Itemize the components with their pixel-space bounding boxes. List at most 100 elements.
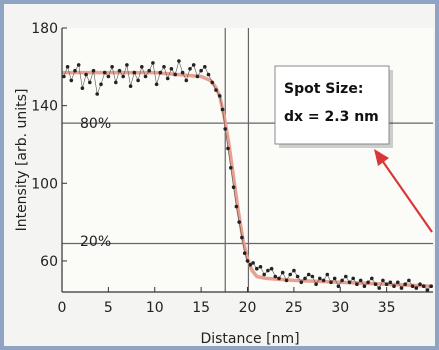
data-point (195, 74, 200, 79)
data-point (310, 274, 315, 279)
y-tick-label: 180 (31, 21, 58, 37)
data-point (184, 78, 189, 83)
data-point (284, 278, 289, 283)
data-point (237, 220, 241, 224)
data-point (191, 63, 196, 67)
data-point (358, 278, 363, 283)
data-point (121, 74, 125, 79)
x-tick-label: 30 (331, 300, 349, 316)
x-tick-label: 20 (239, 300, 257, 316)
data-point (295, 274, 300, 279)
x-tick-label: 10 (146, 300, 164, 316)
data-point (188, 67, 192, 71)
data-point (266, 268, 270, 273)
arrow-head (374, 149, 389, 166)
data-point (288, 272, 293, 277)
data-point (169, 67, 174, 71)
data-point (429, 284, 433, 289)
data-point (407, 278, 411, 283)
data-point (226, 146, 230, 151)
data-point (306, 272, 311, 277)
data-point (165, 76, 170, 81)
data-point (421, 284, 426, 289)
data-point (210, 80, 215, 85)
data-point (173, 72, 177, 77)
fit-curve-line (62, 70, 434, 288)
data-point (102, 70, 107, 75)
data-point (355, 282, 359, 287)
data-point (410, 284, 415, 289)
data-point (258, 265, 263, 269)
data-point (370, 276, 374, 281)
data-point (220, 107, 225, 112)
x-tick-label: 0 (58, 300, 67, 316)
data-point (106, 74, 111, 79)
data-point (340, 278, 344, 283)
spot-size-annotation: Spot Size: dx = 2.3 nm (274, 65, 393, 148)
data-point (177, 59, 181, 63)
data-point (88, 80, 92, 85)
data-point (223, 127, 227, 131)
data-point (114, 80, 118, 85)
arrow-shaft (378, 155, 433, 233)
data-point (136, 78, 140, 83)
x-tick-label: 5 (104, 300, 113, 316)
annotation-box (274, 65, 390, 145)
data-point (91, 68, 96, 73)
data-point (203, 65, 207, 69)
data-point (80, 86, 85, 90)
y-tick-label: 60 (40, 254, 58, 270)
data-point (95, 92, 99, 96)
data-point (318, 276, 322, 281)
data-point (62, 74, 66, 79)
data-point (269, 266, 274, 271)
data-point (69, 78, 74, 83)
data-point (373, 282, 378, 287)
x-tick-label: 15 (192, 300, 210, 316)
data-point (214, 88, 218, 92)
data-point (117, 68, 122, 73)
data-point (277, 276, 281, 281)
data-point (231, 185, 236, 189)
data-point (110, 65, 114, 69)
data-point (262, 272, 267, 277)
data-point (147, 68, 151, 73)
data-point (344, 274, 348, 279)
label-20-percent: 20% (80, 234, 111, 250)
data-point (199, 68, 203, 73)
data-point (132, 70, 137, 75)
data-point (332, 276, 337, 281)
data-point (366, 280, 370, 285)
data-point (251, 261, 255, 265)
label-80-percent: 80% (80, 116, 111, 132)
data-point (425, 288, 430, 292)
data-point (377, 286, 382, 290)
data-point (229, 166, 233, 170)
data-point (418, 282, 422, 287)
y-tick-label: 140 (31, 99, 58, 115)
data-point (336, 284, 341, 289)
red-arrow (374, 149, 433, 233)
data-point (84, 72, 88, 77)
x-tick-label: 25 (285, 300, 303, 316)
data-point (399, 286, 404, 290)
data-point (384, 282, 389, 287)
data-point (248, 263, 253, 267)
data-point (158, 70, 163, 75)
y-axis-title: Intensity [arb. units] (14, 89, 30, 232)
data-point (99, 82, 103, 87)
data-point (162, 65, 166, 69)
annotation-line-2: dx = 2.3 nm (284, 109, 379, 125)
data-point (76, 63, 81, 67)
data-point (217, 94, 222, 98)
data-point (381, 278, 385, 283)
data-point (303, 276, 307, 281)
x-tick-label: 35 (378, 300, 396, 316)
data-point (347, 280, 352, 285)
axes: 0 5 10 15 20 25 30 35 60 100 140 180 (31, 21, 433, 316)
data-point (125, 63, 129, 67)
data-point (329, 280, 333, 285)
data-point (299, 280, 304, 285)
data-point (140, 65, 144, 69)
